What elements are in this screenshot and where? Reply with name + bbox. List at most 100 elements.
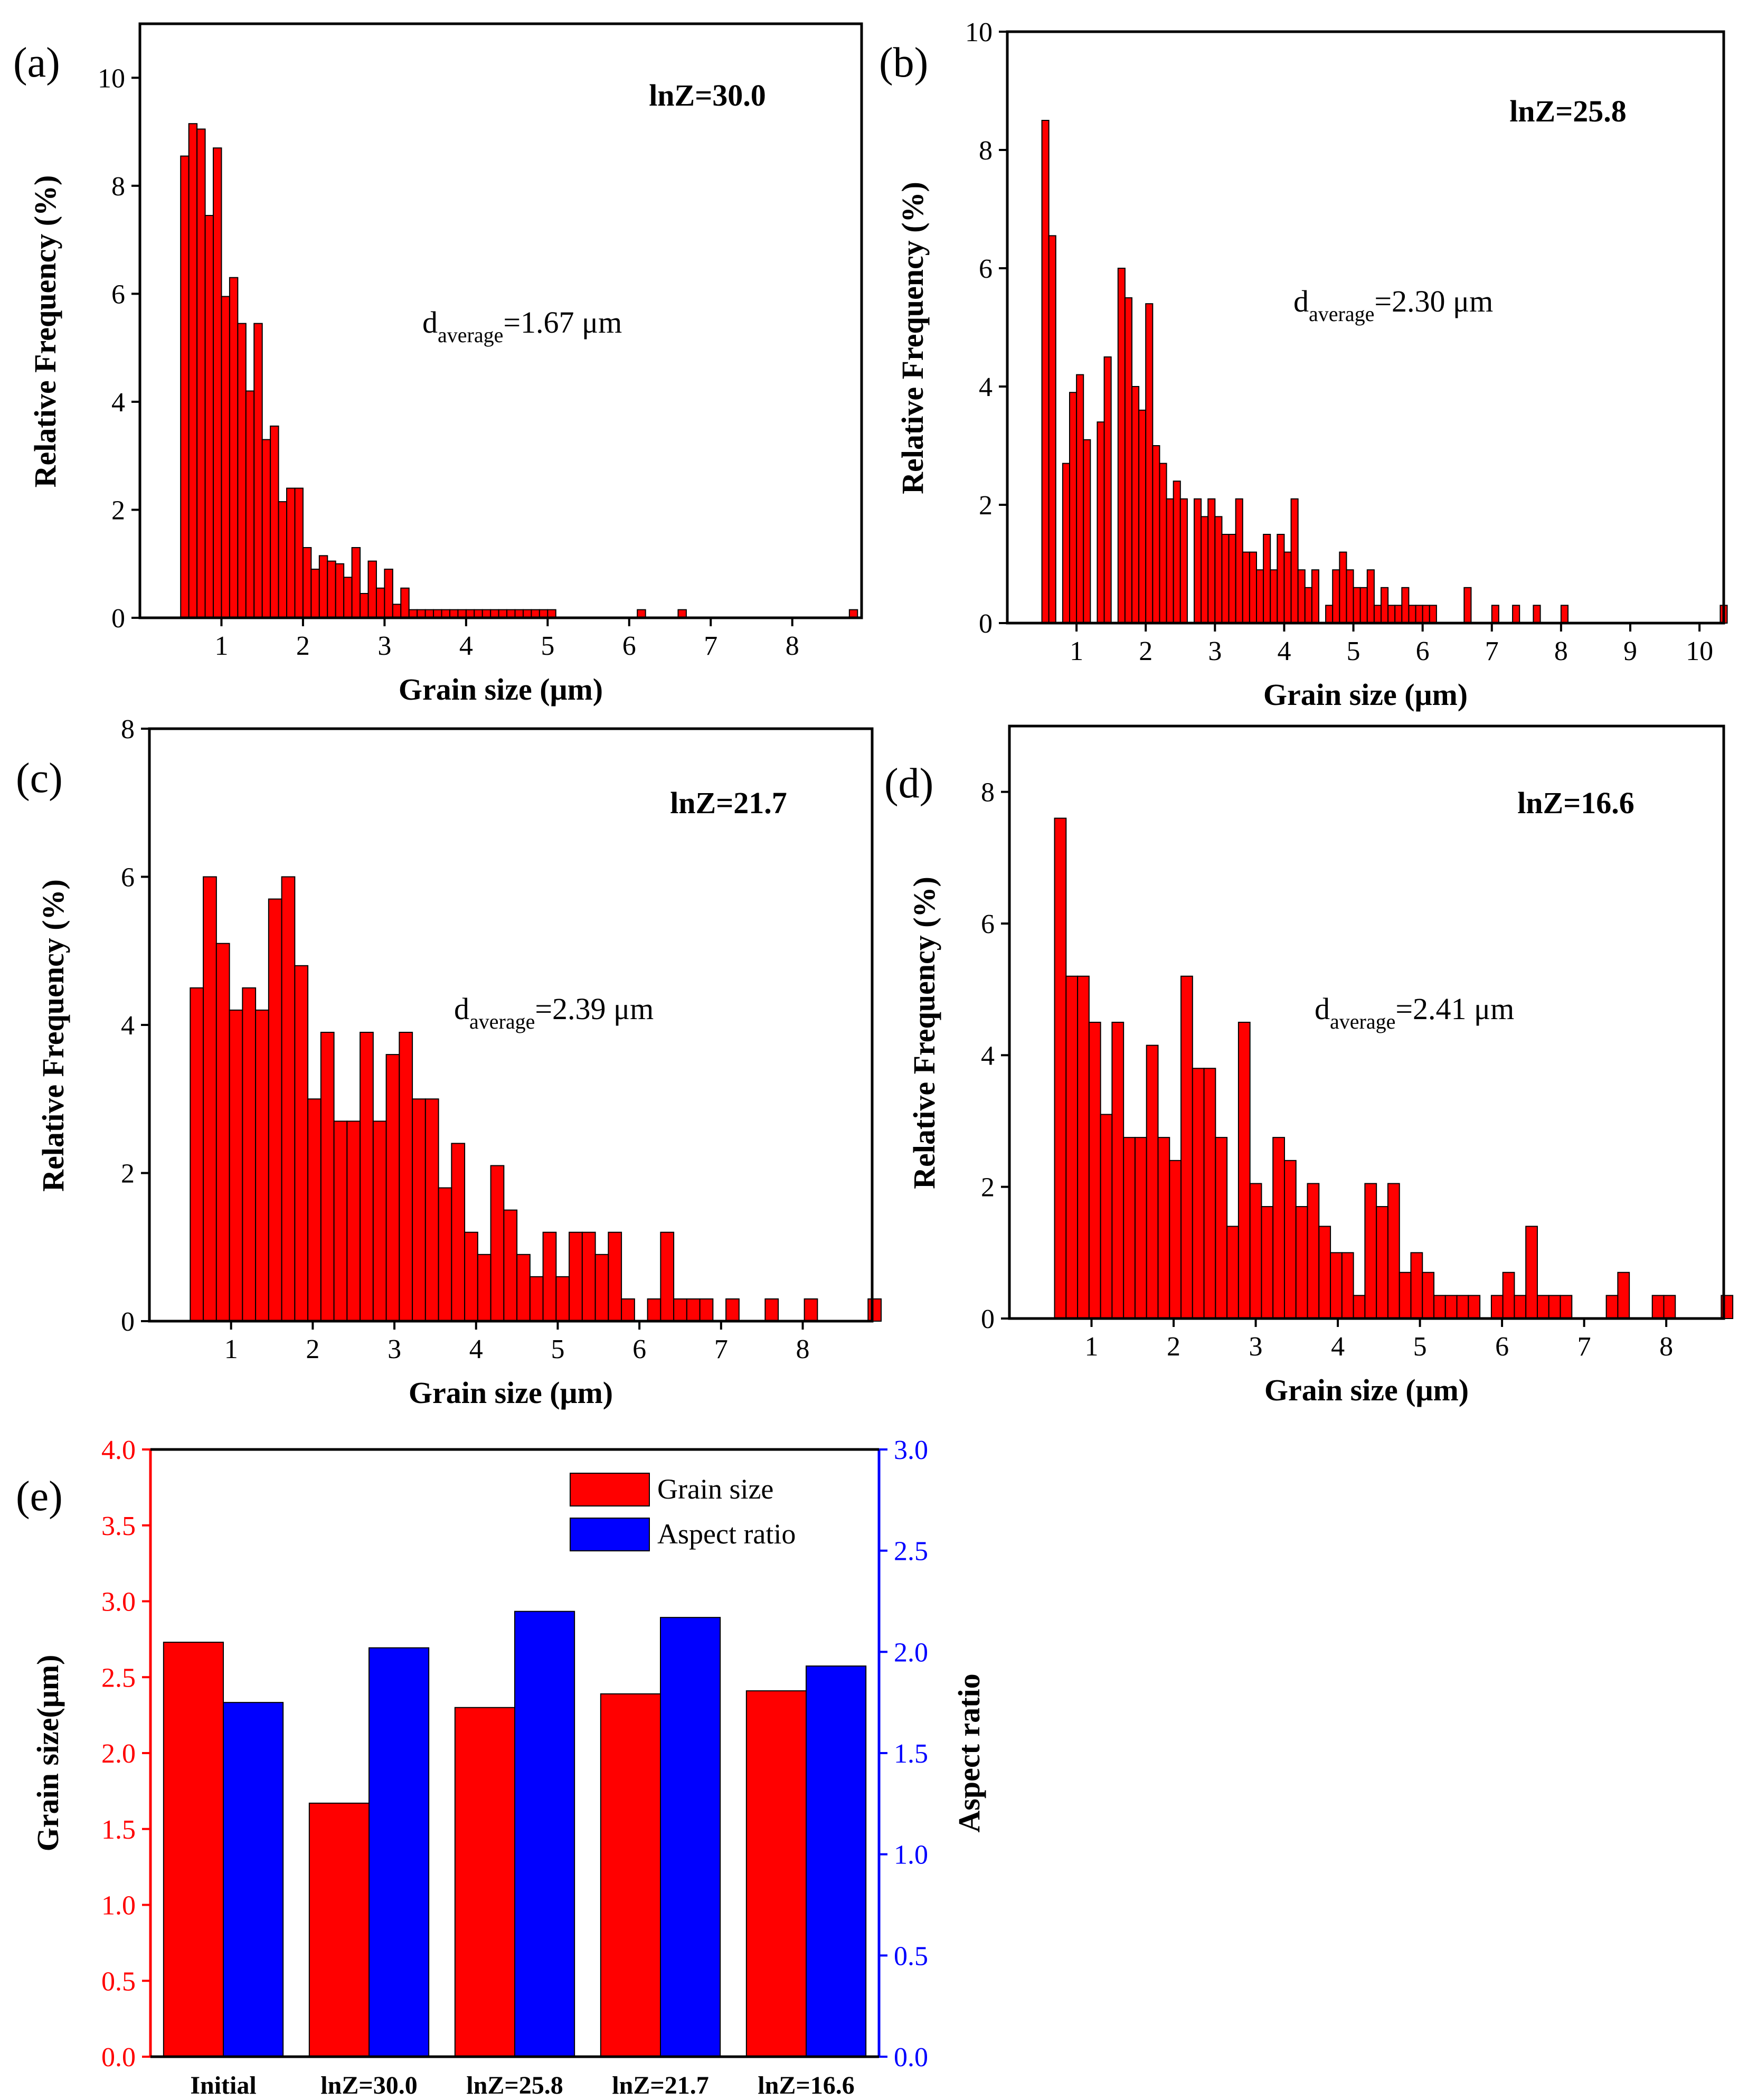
average-annotation: daverage=2.30 μm — [1293, 284, 1493, 326]
category-label: lnZ=21.7 — [612, 2071, 708, 2099]
x-tick-label: 2 — [306, 1334, 319, 1364]
hist-bar — [569, 1231, 583, 1322]
y-tick-label: 4 — [111, 388, 125, 418]
hist-bar — [1221, 534, 1230, 624]
aspect-ratio-bar — [660, 1617, 721, 2058]
hist-bar — [270, 425, 279, 618]
hist-bar — [647, 1298, 662, 1322]
hist-bar — [1394, 605, 1403, 624]
hist-bar — [1088, 1022, 1101, 1319]
average-symbol: d — [1293, 284, 1309, 318]
hist-bar — [1242, 551, 1250, 624]
hist-bar — [412, 1098, 426, 1322]
hist-bar — [1076, 374, 1084, 624]
hist-bar — [1408, 605, 1416, 624]
hist-bar — [1617, 1272, 1630, 1320]
hist-bar — [1194, 498, 1202, 624]
hist-bar — [196, 128, 206, 618]
hist-bar — [1283, 1160, 1297, 1320]
hist-bar — [516, 1254, 531, 1322]
hist-bar — [318, 555, 328, 618]
hist-bar — [1062, 463, 1071, 624]
hist-bar — [1179, 498, 1188, 624]
hist-bar — [1201, 516, 1209, 624]
x-tick-label: 4 — [459, 631, 473, 661]
x-tick-label: 3 — [388, 1334, 401, 1364]
hist-bar — [1364, 1183, 1377, 1320]
hist-bar — [1100, 1114, 1113, 1320]
average-subscript: average — [1309, 302, 1374, 326]
hist-bar — [1401, 587, 1410, 624]
hist-bar — [555, 1276, 570, 1322]
y-tick-label: 6 — [121, 863, 135, 893]
hist-bar — [438, 1187, 452, 1322]
x-tick-label: 3 — [1208, 636, 1222, 666]
hist-bar — [1422, 605, 1430, 624]
hist-bar — [281, 876, 296, 1322]
category-label: lnZ=25.8 — [466, 2071, 563, 2099]
hist-bar — [673, 1298, 687, 1322]
x-tick-label: 1 — [1070, 636, 1083, 666]
hist-bar — [215, 943, 230, 1322]
hist-bar — [1261, 1206, 1274, 1319]
average-symbol: d — [1315, 992, 1330, 1026]
hist-bar — [1490, 1295, 1504, 1320]
average-subscript: average — [1330, 1010, 1395, 1033]
left-y-tick-label: 3.0 — [101, 1587, 136, 1617]
plot-frame — [1006, 30, 1725, 625]
x-axis-label: Grain size (μm) — [1263, 677, 1468, 712]
right-y-tick-label: 0.5 — [894, 1941, 928, 1971]
x-tick-label: 8 — [786, 631, 799, 661]
hist-bar — [1651, 1295, 1665, 1320]
hist-bar — [725, 1298, 740, 1322]
plot-frame — [138, 22, 863, 619]
hist-bar — [351, 547, 361, 618]
hist-bar — [367, 560, 377, 619]
y-tick-label: 10 — [98, 63, 125, 93]
x-axis-label: Grain size (μm) — [1264, 1373, 1469, 1407]
x-tick-label: 3 — [1249, 1332, 1263, 1362]
x-tick-label: 1 — [224, 1334, 238, 1364]
left-y-tick-label: 2.0 — [101, 1739, 136, 1769]
hist-bar — [594, 1254, 609, 1322]
x-tick-label: 4 — [469, 1334, 483, 1364]
y-tick-label: 2 — [121, 1159, 135, 1189]
y-tick-label: 10 — [965, 17, 993, 48]
hist-bar — [542, 1231, 557, 1322]
hist-bar — [1117, 268, 1126, 624]
hist-bar — [213, 147, 222, 618]
hist-bar — [310, 568, 320, 619]
hist-bar — [335, 563, 345, 619]
hist-bar — [1169, 1160, 1182, 1320]
lnz-annotation: lnZ=21.7 — [670, 786, 787, 820]
hist-bar — [1138, 409, 1147, 624]
x-axis-label: Grain size (μm) — [409, 1376, 613, 1410]
hist-bar — [1346, 569, 1354, 624]
hist-bar — [1663, 1295, 1676, 1320]
lnz-annotation: lnZ=30.0 — [649, 78, 766, 112]
hist-bar — [1159, 463, 1167, 624]
hist-bar — [346, 1120, 361, 1322]
y-tick-label: 8 — [111, 172, 125, 202]
x-tick-label: 8 — [1554, 636, 1568, 666]
hist-bar — [464, 1231, 478, 1322]
average-subscript: average — [469, 1010, 535, 1033]
hist-bar — [294, 965, 309, 1322]
hist-bar — [221, 296, 230, 618]
y-tick-label: 0 — [981, 1304, 995, 1334]
hist-bar — [1069, 392, 1078, 624]
hist-bar — [320, 1032, 335, 1322]
x-tick-label: 6 — [1416, 636, 1430, 666]
hist-bar — [1256, 569, 1264, 624]
x-tick-label: 8 — [796, 1334, 810, 1364]
hist-bar — [1295, 1206, 1308, 1319]
y-axis-label: Relative Frequency (%) — [907, 877, 941, 1189]
x-tick-label: 5 — [551, 1334, 564, 1364]
average-value: =2.39 μm — [535, 992, 654, 1026]
hist-bar — [867, 1298, 882, 1322]
legend-swatch-aspect-ratio — [570, 1518, 650, 1551]
hist-bar — [1359, 587, 1368, 624]
average-subscript: average — [438, 323, 503, 347]
y-tick-label: 8 — [121, 714, 135, 745]
hist-bar — [608, 1231, 622, 1322]
